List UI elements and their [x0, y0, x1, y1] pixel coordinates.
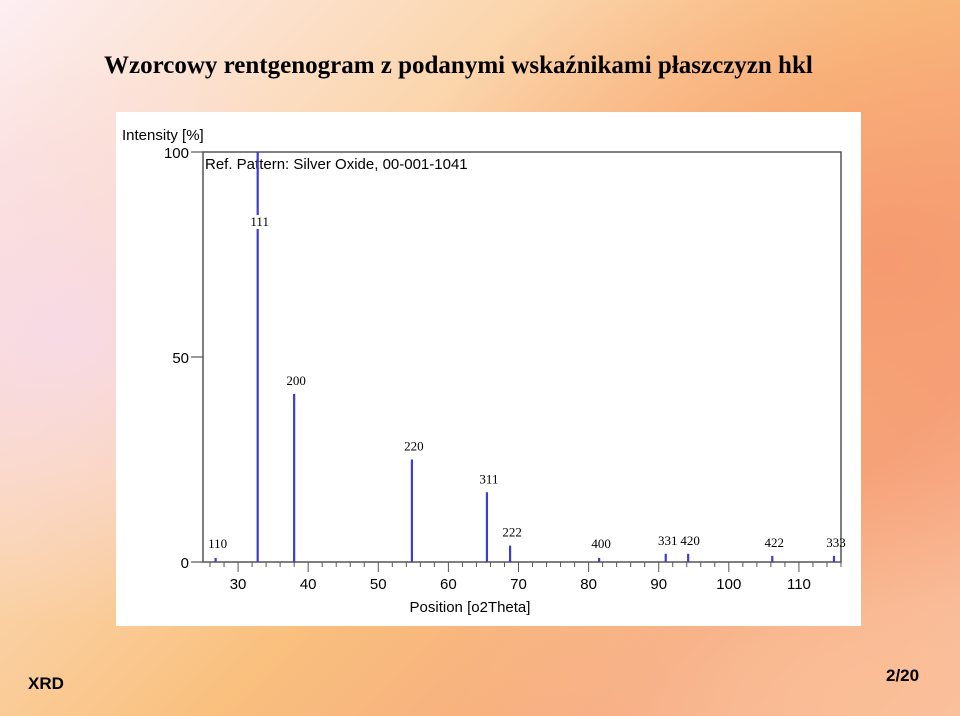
x-tick-label: 40 — [300, 576, 317, 593]
x-tick-label: 70 — [510, 576, 527, 593]
peak-label-111: 111 — [250, 214, 269, 229]
x-tick-label: 100 — [716, 576, 741, 593]
peak-label-220: 220 — [404, 439, 424, 454]
x-axis-label: Position [o2Theta] — [410, 599, 531, 616]
peak-label-222: 222 — [502, 525, 521, 540]
xrd-chart: Intensity [%] Position [o2Theta] Ref. Pa… — [122, 127, 846, 616]
x-tick-label: 80 — [580, 576, 597, 593]
y-tick-label: 50 — [172, 350, 189, 367]
x-tick-label: 30 — [230, 576, 247, 593]
peak-label-200: 200 — [286, 373, 306, 388]
x-tick-label: 90 — [650, 576, 667, 593]
peak-label-422: 422 — [765, 535, 785, 550]
peak-label-400: 400 — [591, 536, 611, 551]
slide-title: Wzorcowy rentgenogram z podanymi wskaźni… — [104, 52, 813, 79]
y-axis-label: Intensity [%] — [122, 127, 204, 144]
peak-label-420: 420 — [680, 533, 700, 548]
x-tick-label: 110 — [787, 576, 811, 593]
chart-panel: Intensity [%] Position [o2Theta] Ref. Pa… — [116, 112, 861, 626]
peak-label-333: 333 — [826, 535, 846, 550]
x-tick-label: 60 — [440, 576, 457, 593]
plot-frame — [202, 151, 842, 563]
reference-pattern-label: Ref. Pattern: Silver Oxide, 00-001-1041 — [205, 156, 468, 173]
x-tick-label: 50 — [370, 576, 387, 593]
peak-label-331: 331 — [658, 533, 678, 548]
peak-label-110: 110 — [208, 536, 227, 551]
peak-label-bg — [244, 215, 273, 229]
footer-section-label: XRD — [28, 674, 64, 693]
peak-label-311: 311 — [479, 471, 498, 486]
y-tick-label: 100 — [164, 145, 189, 162]
page-number: 2/20 — [886, 666, 920, 685]
y-tick-label: 0 — [181, 555, 189, 572]
